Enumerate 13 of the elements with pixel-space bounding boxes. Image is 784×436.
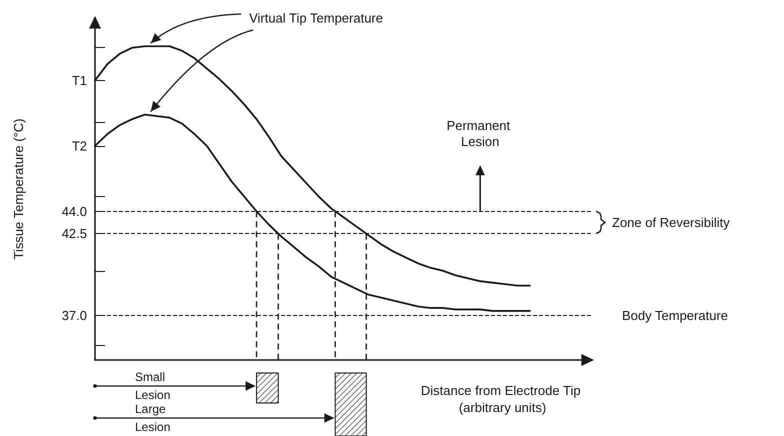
- x-axis-title: Distance from Electrode Tip (arbitrary units): [420, 383, 584, 415]
- text: Zone of Reversibility: [612, 214, 730, 230]
- y-tick-label: 42.5: [62, 226, 87, 242]
- text: Small Lesion: [135, 370, 170, 402]
- y-tick-label: 37.0: [62, 308, 87, 323]
- ref-line-label: Body Temperature: [622, 308, 728, 323]
- y-tick-label: T1: [72, 72, 87, 88]
- y-tick-label: T2: [72, 138, 87, 154]
- text: Large Lesion: [135, 402, 170, 434]
- y-axis-title: Tissue Temperature (°C): [11, 118, 26, 260]
- annotation: Permanent Lesion: [446, 118, 514, 149]
- annotation: Virtual Tip Temperature: [249, 10, 384, 26]
- y-tick-label: 44.0: [62, 204, 87, 219]
